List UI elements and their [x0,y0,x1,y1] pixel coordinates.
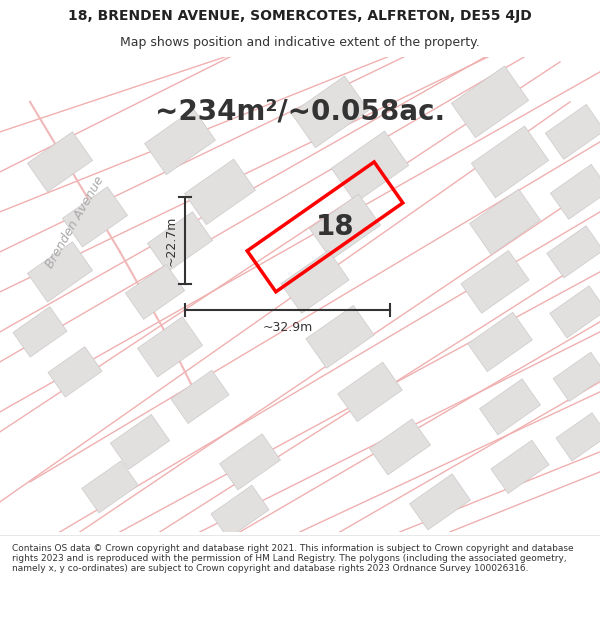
Text: Map shows position and indicative extent of the property.: Map shows position and indicative extent… [120,36,480,49]
Bar [553,352,600,401]
Bar [110,414,170,469]
Bar [306,306,374,368]
Bar [145,109,215,174]
Bar [331,131,409,202]
Bar [479,379,541,435]
Bar [185,159,256,224]
Bar [292,76,368,148]
Text: 18, BRENDEN AVENUE, SOMERCOTES, ALFRETON, DE55 4JD: 18, BRENDEN AVENUE, SOMERCOTES, ALFRETON… [68,9,532,22]
Bar [451,66,529,138]
Bar [310,194,380,259]
Text: 18: 18 [316,213,355,241]
Bar [62,187,128,247]
Text: Brenden Avenue: Brenden Avenue [43,174,107,270]
Bar [472,126,548,198]
Bar [137,317,203,377]
Bar [220,434,280,490]
Bar [13,307,67,357]
Bar [48,347,102,397]
Text: Contains OS data © Crown copyright and database right 2021. This information is : Contains OS data © Crown copyright and d… [12,544,574,573]
Bar [470,189,541,254]
Bar [171,370,229,424]
Bar [468,312,532,372]
Text: ~32.9m: ~32.9m [262,321,313,334]
Text: ~22.7m: ~22.7m [164,215,178,266]
Bar [545,104,600,159]
Bar [125,264,185,319]
Bar [281,251,349,313]
Bar [28,132,92,192]
Bar [370,419,430,475]
Bar [491,440,549,494]
Bar [82,461,138,513]
Bar [211,485,269,539]
Bar [547,226,600,278]
Bar [148,212,212,272]
Bar [550,286,600,338]
Bar [461,251,529,313]
Text: ~234m²/~0.058ac.: ~234m²/~0.058ac. [155,98,445,126]
Bar [556,412,600,461]
Bar [550,164,600,219]
Bar [410,474,470,530]
Bar [338,362,402,422]
Bar [28,242,92,302]
